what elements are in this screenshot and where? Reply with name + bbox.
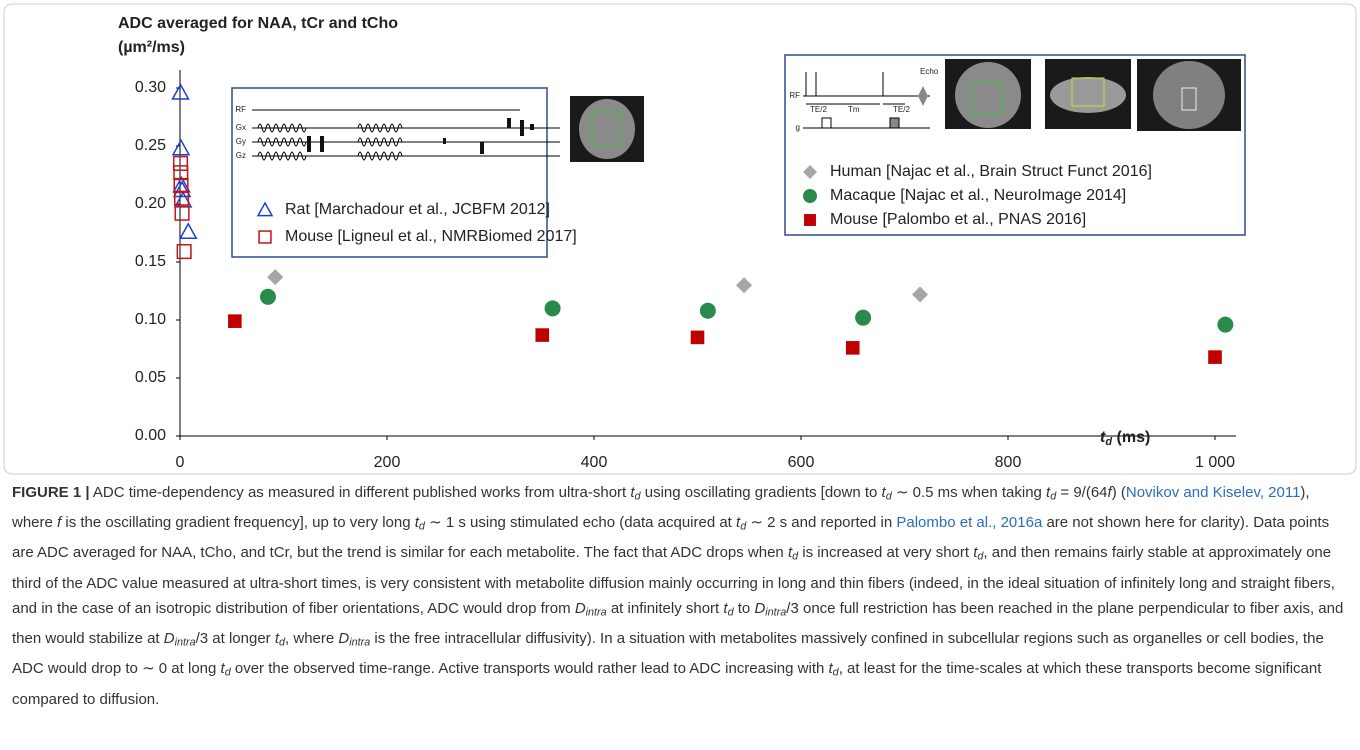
- marker: [174, 157, 188, 171]
- x-tick-label: 200: [374, 454, 401, 471]
- sequence-label: Gz: [236, 151, 246, 160]
- marker: [177, 245, 191, 259]
- caption-text: D: [338, 630, 349, 647]
- caption-text: is the oscillating gradient frequency], …: [61, 514, 415, 531]
- marker: [267, 269, 283, 285]
- x-tick-label: 400: [581, 454, 608, 471]
- sequence-label: Tm: [848, 105, 860, 114]
- sequence-label: RF: [235, 105, 246, 114]
- caption-text: /3 at longer: [196, 630, 275, 647]
- caption-text: at infinitely short: [607, 600, 724, 617]
- marker: [1217, 317, 1233, 333]
- caption-text[interactable]: Novikov and Kiselev, 2011: [1126, 484, 1301, 501]
- caption-text: D: [164, 630, 175, 647]
- y-tick-label: 0.15: [135, 253, 166, 270]
- brain: [579, 99, 635, 159]
- y-title: ADC averaged for NAA, tCr and tCho: [118, 15, 398, 32]
- caption-text: ) (: [1112, 484, 1126, 501]
- caption-text: , where: [285, 630, 338, 647]
- sequence-label: TE/2: [893, 105, 910, 114]
- marker: [535, 328, 549, 342]
- caption-text: = 9/(64: [1056, 484, 1107, 501]
- sequence-label: g: [796, 123, 800, 132]
- caption-text: intra: [175, 637, 196, 649]
- y-tick-label: 0.00: [135, 427, 166, 444]
- caption-text: intra: [765, 607, 786, 619]
- legend-label: Rat [Marchadour et al., JCBFM 2012]: [285, 201, 550, 218]
- caption-text: D: [754, 600, 765, 617]
- marker: [545, 300, 561, 316]
- mri-right: [945, 59, 1241, 131]
- y-unit: (µm²/ms): [118, 39, 185, 56]
- legend-marker: [803, 189, 817, 203]
- marker: [736, 277, 752, 293]
- legend-label: Human [Najac et al., Brain Struct Funct …: [830, 163, 1152, 180]
- marker: [691, 331, 705, 345]
- x-tick-label: 1 000: [1195, 454, 1235, 471]
- caption-text: ∼ 2 s and reported in: [746, 514, 896, 531]
- caption-text: ∼ 1 s using stimulated echo (data acquir…: [425, 514, 736, 531]
- sequence-label: Gx: [236, 123, 246, 132]
- marker: [180, 224, 196, 238]
- marker: [855, 310, 871, 326]
- marker: [846, 341, 860, 355]
- y-tick-label: 0.20: [135, 195, 166, 212]
- sequence-label: TE/2: [810, 105, 827, 114]
- chart: ADC averaged for NAA, tCr and tCho (µm²/…: [0, 0, 1360, 478]
- legend-label: Mouse [Palombo et al., PNAS 2016]: [830, 211, 1086, 228]
- marker: [228, 314, 242, 328]
- caption-text: ∼ 0.5 ms when taking: [892, 484, 1046, 501]
- marker: [1208, 350, 1222, 364]
- x-tick-label: 0: [176, 454, 185, 471]
- marker: [173, 140, 189, 154]
- legend-marker: [804, 214, 816, 226]
- x-label: td (ms): [1100, 429, 1150, 448]
- x-tick-label: 800: [995, 454, 1022, 471]
- sequence-label: Gy: [236, 137, 246, 146]
- caption-text: to: [734, 600, 755, 617]
- y-tick-label: 0.10: [135, 311, 166, 328]
- y-tick-label: 0.30: [135, 79, 166, 96]
- caption-text: FIGURE 1 |: [12, 484, 90, 501]
- caption-text: is increased at very short: [798, 544, 973, 561]
- legend-label: Macaque [Najac et al., NeuroImage 2014]: [830, 187, 1126, 204]
- caption-text: using oscillating gradients [down to: [641, 484, 882, 501]
- x-tick-label: 600: [788, 454, 815, 471]
- legend-label: Mouse [Ligneul et al., NMRBiomed 2017]: [285, 228, 577, 245]
- marker: [912, 286, 928, 302]
- y-tick-label: 0.05: [135, 369, 166, 386]
- marker: [260, 289, 276, 305]
- caption-text[interactable]: Palombo et al., 2016a: [896, 514, 1042, 531]
- caption: FIGURE 1 | ADC time-dependency as measur…: [12, 480, 1348, 712]
- marker: [175, 206, 189, 220]
- page: ADC averaged for NAA, tCr and tCho (µm²/…: [0, 0, 1360, 750]
- sequence-label: RF: [789, 91, 800, 100]
- caption-text: over the observed time-range. Active tra…: [231, 660, 829, 677]
- marker: [173, 85, 189, 99]
- caption-text: intra: [586, 607, 607, 619]
- x-label-part: (ms): [1112, 429, 1150, 446]
- sequence-label: Echo: [920, 67, 939, 76]
- caption-text: D: [575, 600, 586, 617]
- caption-text: intra: [349, 637, 370, 649]
- y-tick-label: 0.25: [135, 137, 166, 154]
- marker: [700, 303, 716, 319]
- caption-text: ADC time-dependency as measured in diffe…: [90, 484, 631, 501]
